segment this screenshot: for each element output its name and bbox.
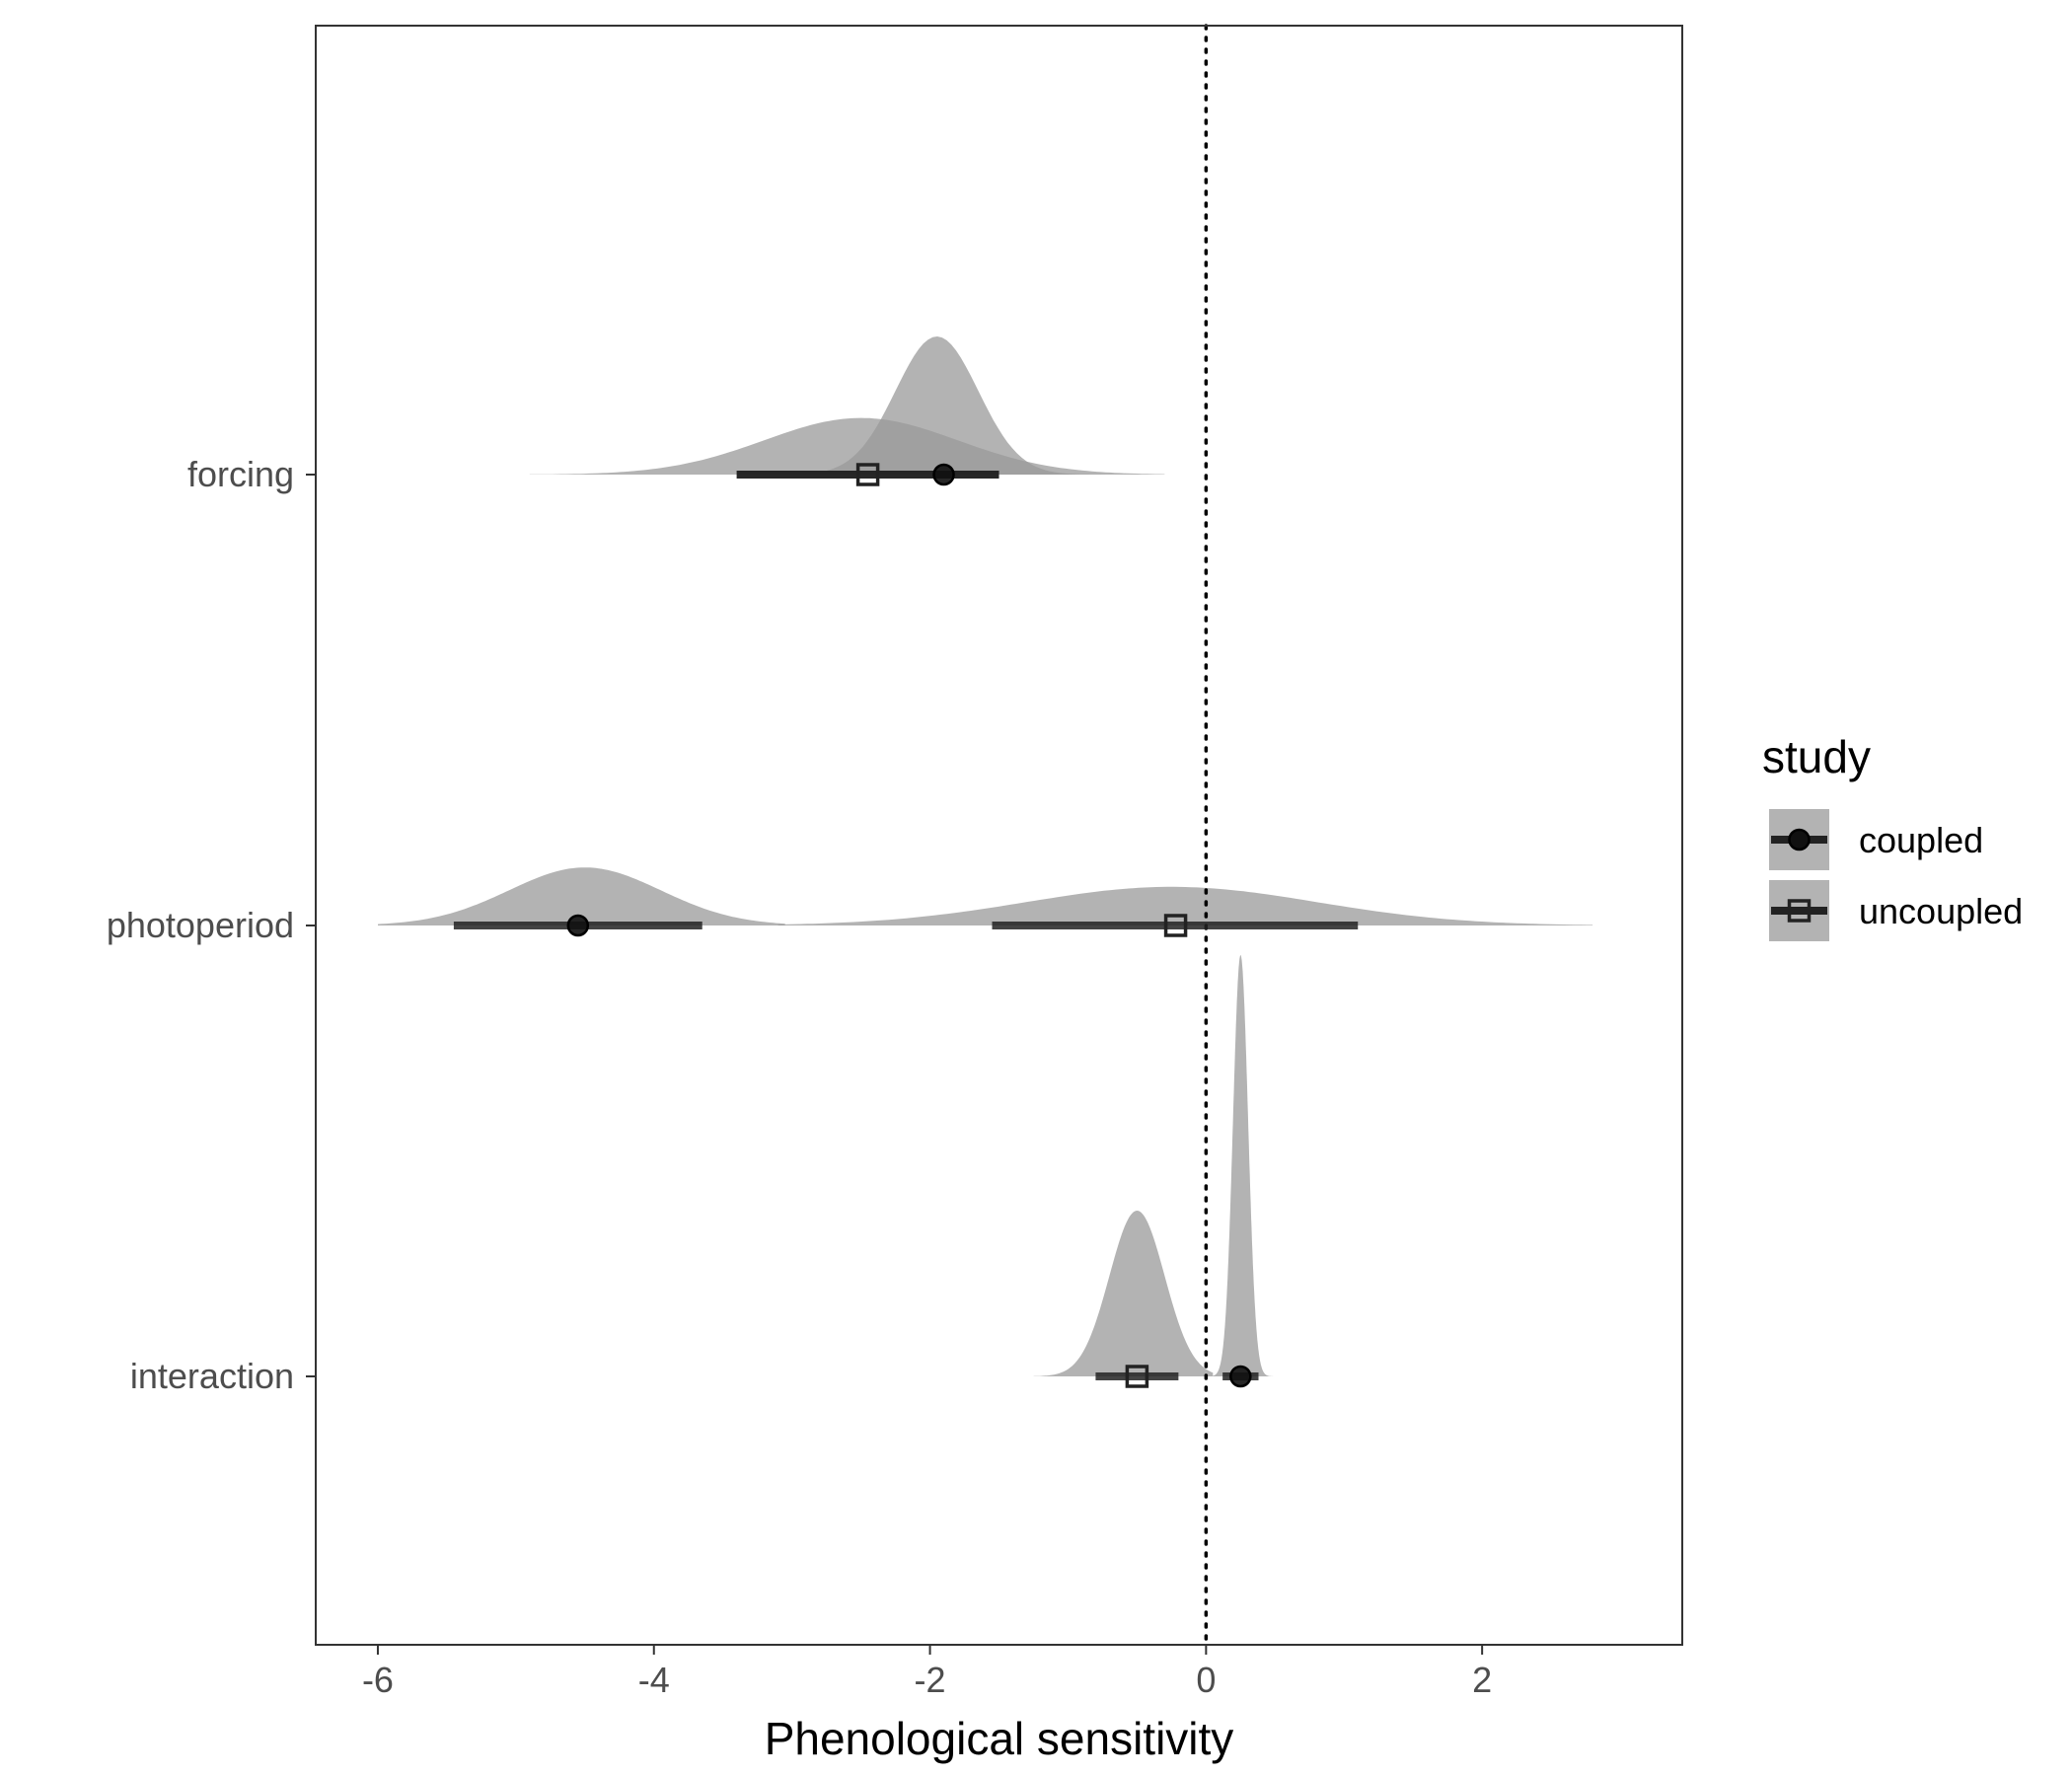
legend-label-uncoupled: uncoupled xyxy=(1859,891,2023,931)
density-uncoupled-interaction xyxy=(1033,1211,1214,1376)
x-tick-label: -2 xyxy=(915,1660,946,1700)
density-uncoupled-forcing xyxy=(529,417,1165,475)
x-tick-label: -4 xyxy=(638,1660,670,1700)
legend-key-square xyxy=(1787,899,1812,923)
density-layer xyxy=(378,336,1593,1376)
density-coupled-interaction xyxy=(1213,955,1276,1376)
legend-label-coupled: coupled xyxy=(1859,820,1983,860)
legend-items: coupled uncoupled xyxy=(1769,809,2023,941)
point-uncoupled-photoperiod xyxy=(1163,914,1188,937)
density-coupled-photoperiod xyxy=(378,867,785,925)
point-coupled-interaction xyxy=(1229,1365,1252,1388)
density-uncoupled-photoperiod xyxy=(777,886,1593,925)
point-uncoupled-forcing xyxy=(855,463,880,486)
y-tick-label-interaction: interaction xyxy=(130,1356,294,1396)
interval-layer xyxy=(453,463,1359,1388)
legend-key-circle xyxy=(1788,828,1811,851)
y-tick-label-forcing: forcing xyxy=(187,454,294,494)
y-tick-label-photoperiod: photoperiod xyxy=(107,905,294,945)
point-coupled-photoperiod xyxy=(566,914,590,937)
y-axis: forcing photoperiod interaction xyxy=(107,454,316,1396)
x-tick-label: -6 xyxy=(362,1660,394,1700)
point-uncoupled-interaction xyxy=(1125,1365,1149,1388)
x-tick-label: 0 xyxy=(1196,1660,1216,1700)
x-axis-title: Phenological sensitivity xyxy=(765,1713,1234,1764)
x-axis: -6 -4 -2 0 2 xyxy=(362,1645,1492,1700)
legend: study coupled uncoupled xyxy=(1762,731,2023,941)
panel-border xyxy=(315,25,1683,1646)
point-coupled-forcing xyxy=(932,463,955,486)
legend-title: study xyxy=(1762,731,1871,782)
x-tick-label: 2 xyxy=(1472,1660,1492,1700)
